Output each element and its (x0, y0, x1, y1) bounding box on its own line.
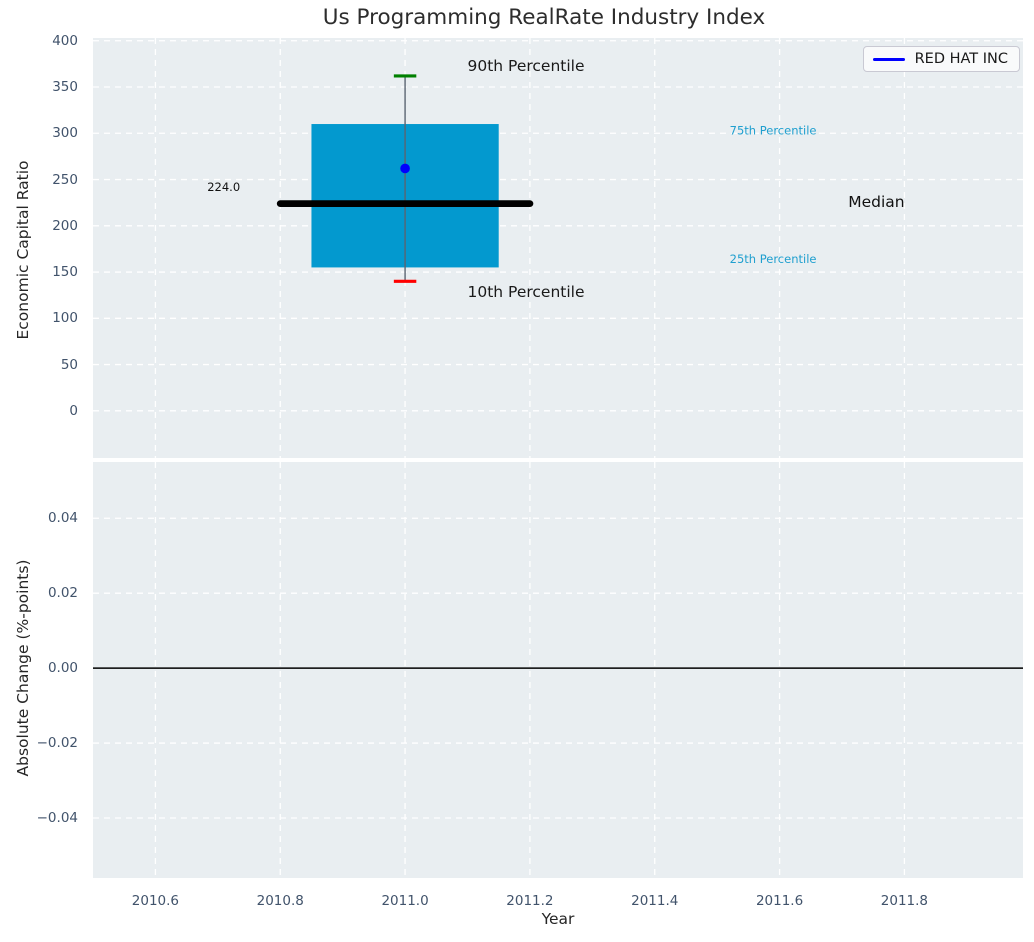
annotation-25th-percentile: 25th Percentile (730, 252, 817, 266)
annotation-median-value: 224.0 (207, 180, 240, 194)
y-tick-label: 350 (52, 79, 78, 96)
boxplot-canvas: 90th Percentile 10th Percentile 75th Perce… (93, 38, 1023, 458)
company-marker (400, 163, 410, 174)
y-axis-label-top: Economic Capital Ratio (14, 160, 32, 340)
y-tick-label: −0.04 (36, 810, 78, 827)
x-tick-label: 2010.6 (131, 893, 180, 909)
legend: RED HAT INC (862, 46, 1020, 72)
plot-area-top: 90th Percentile 10th Percentile 75th Perce… (93, 38, 1023, 458)
y-tick-label: 0.04 (47, 510, 78, 527)
legend-label: RED HAT INC (914, 51, 1008, 67)
y-tick-label: 250 (52, 171, 78, 188)
annotation-10th-percentile: 10th Percentile (467, 283, 584, 301)
y-tick-label: 0.00 (47, 660, 78, 677)
annotation-median: Median (848, 193, 904, 211)
y-tick-label: 100 (52, 310, 78, 327)
y-tick-label: 300 (52, 125, 78, 142)
x-axis-label: Year (541, 910, 575, 928)
legend-line-sample (872, 57, 905, 61)
y-tick-label: 50 (60, 356, 78, 373)
plot-area-bottom (93, 462, 1023, 878)
x-tick-label: 2011.4 (631, 893, 679, 909)
y-tick-label: −0.02 (36, 735, 78, 752)
x-tick-label: 2011.0 (381, 893, 429, 909)
x-tick-label: 2011.2 (506, 893, 554, 909)
chart-title: Us Programming RealRate Industry Index (322, 5, 766, 30)
x-tick-label: 2010.8 (256, 893, 304, 909)
y-tick-label: 150 (52, 264, 78, 281)
y-tick-label: 0.02 (47, 585, 78, 602)
y-tick-label: 200 (52, 217, 78, 234)
y-tick-label: 400 (52, 32, 78, 49)
y-tick-label: 0 (69, 402, 78, 419)
annotation-90th-percentile: 90th Percentile (467, 57, 584, 75)
x-tick-label: 2011.8 (880, 893, 929, 909)
change-canvas (93, 462, 1023, 878)
annotation-75th-percentile: 75th Percentile (730, 124, 817, 138)
x-tick-label: 2011.6 (755, 893, 804, 909)
